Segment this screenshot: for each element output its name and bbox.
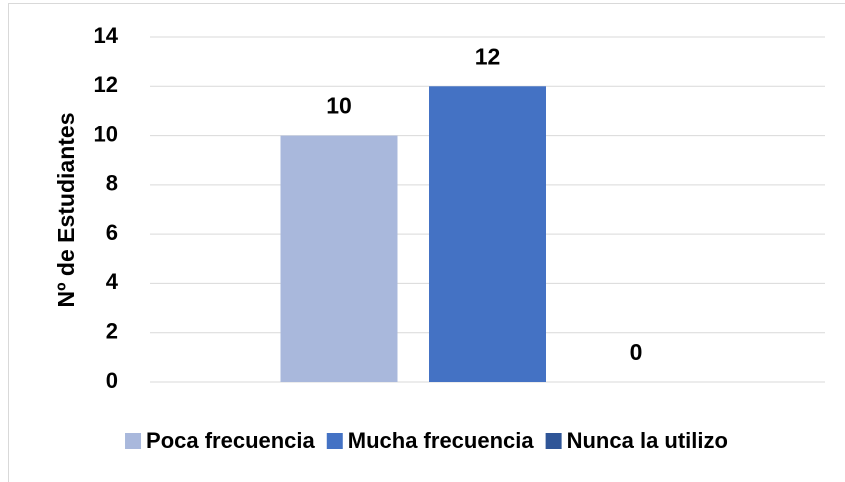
data-label: 10 [326,93,352,119]
legend-label: Nunca la utilizo [567,428,728,453]
y-tick-label: 0 [106,368,118,393]
chart-frame [8,3,845,482]
data-label: 0 [630,339,643,365]
y-tick-label: 8 [106,171,118,196]
y-tick-label: 6 [106,220,118,245]
bar [280,135,398,382]
y-tick-label: 12 [94,72,118,97]
legend-swatch [326,433,343,449]
y-tick-label: 4 [106,269,119,294]
legend-label: Poca frecuencia [146,428,316,453]
y-tick-label: 10 [94,121,118,146]
legend-swatch [125,433,142,449]
data-label: 12 [475,43,501,69]
y-axis-title: Nº de Estudiantes [53,113,79,308]
bar [429,86,546,383]
legend-label: Mucha frecuencia [348,428,535,453]
y-tick-label: 14 [94,23,119,48]
legend-swatch [545,433,562,449]
y-tick-label: 2 [106,319,118,344]
